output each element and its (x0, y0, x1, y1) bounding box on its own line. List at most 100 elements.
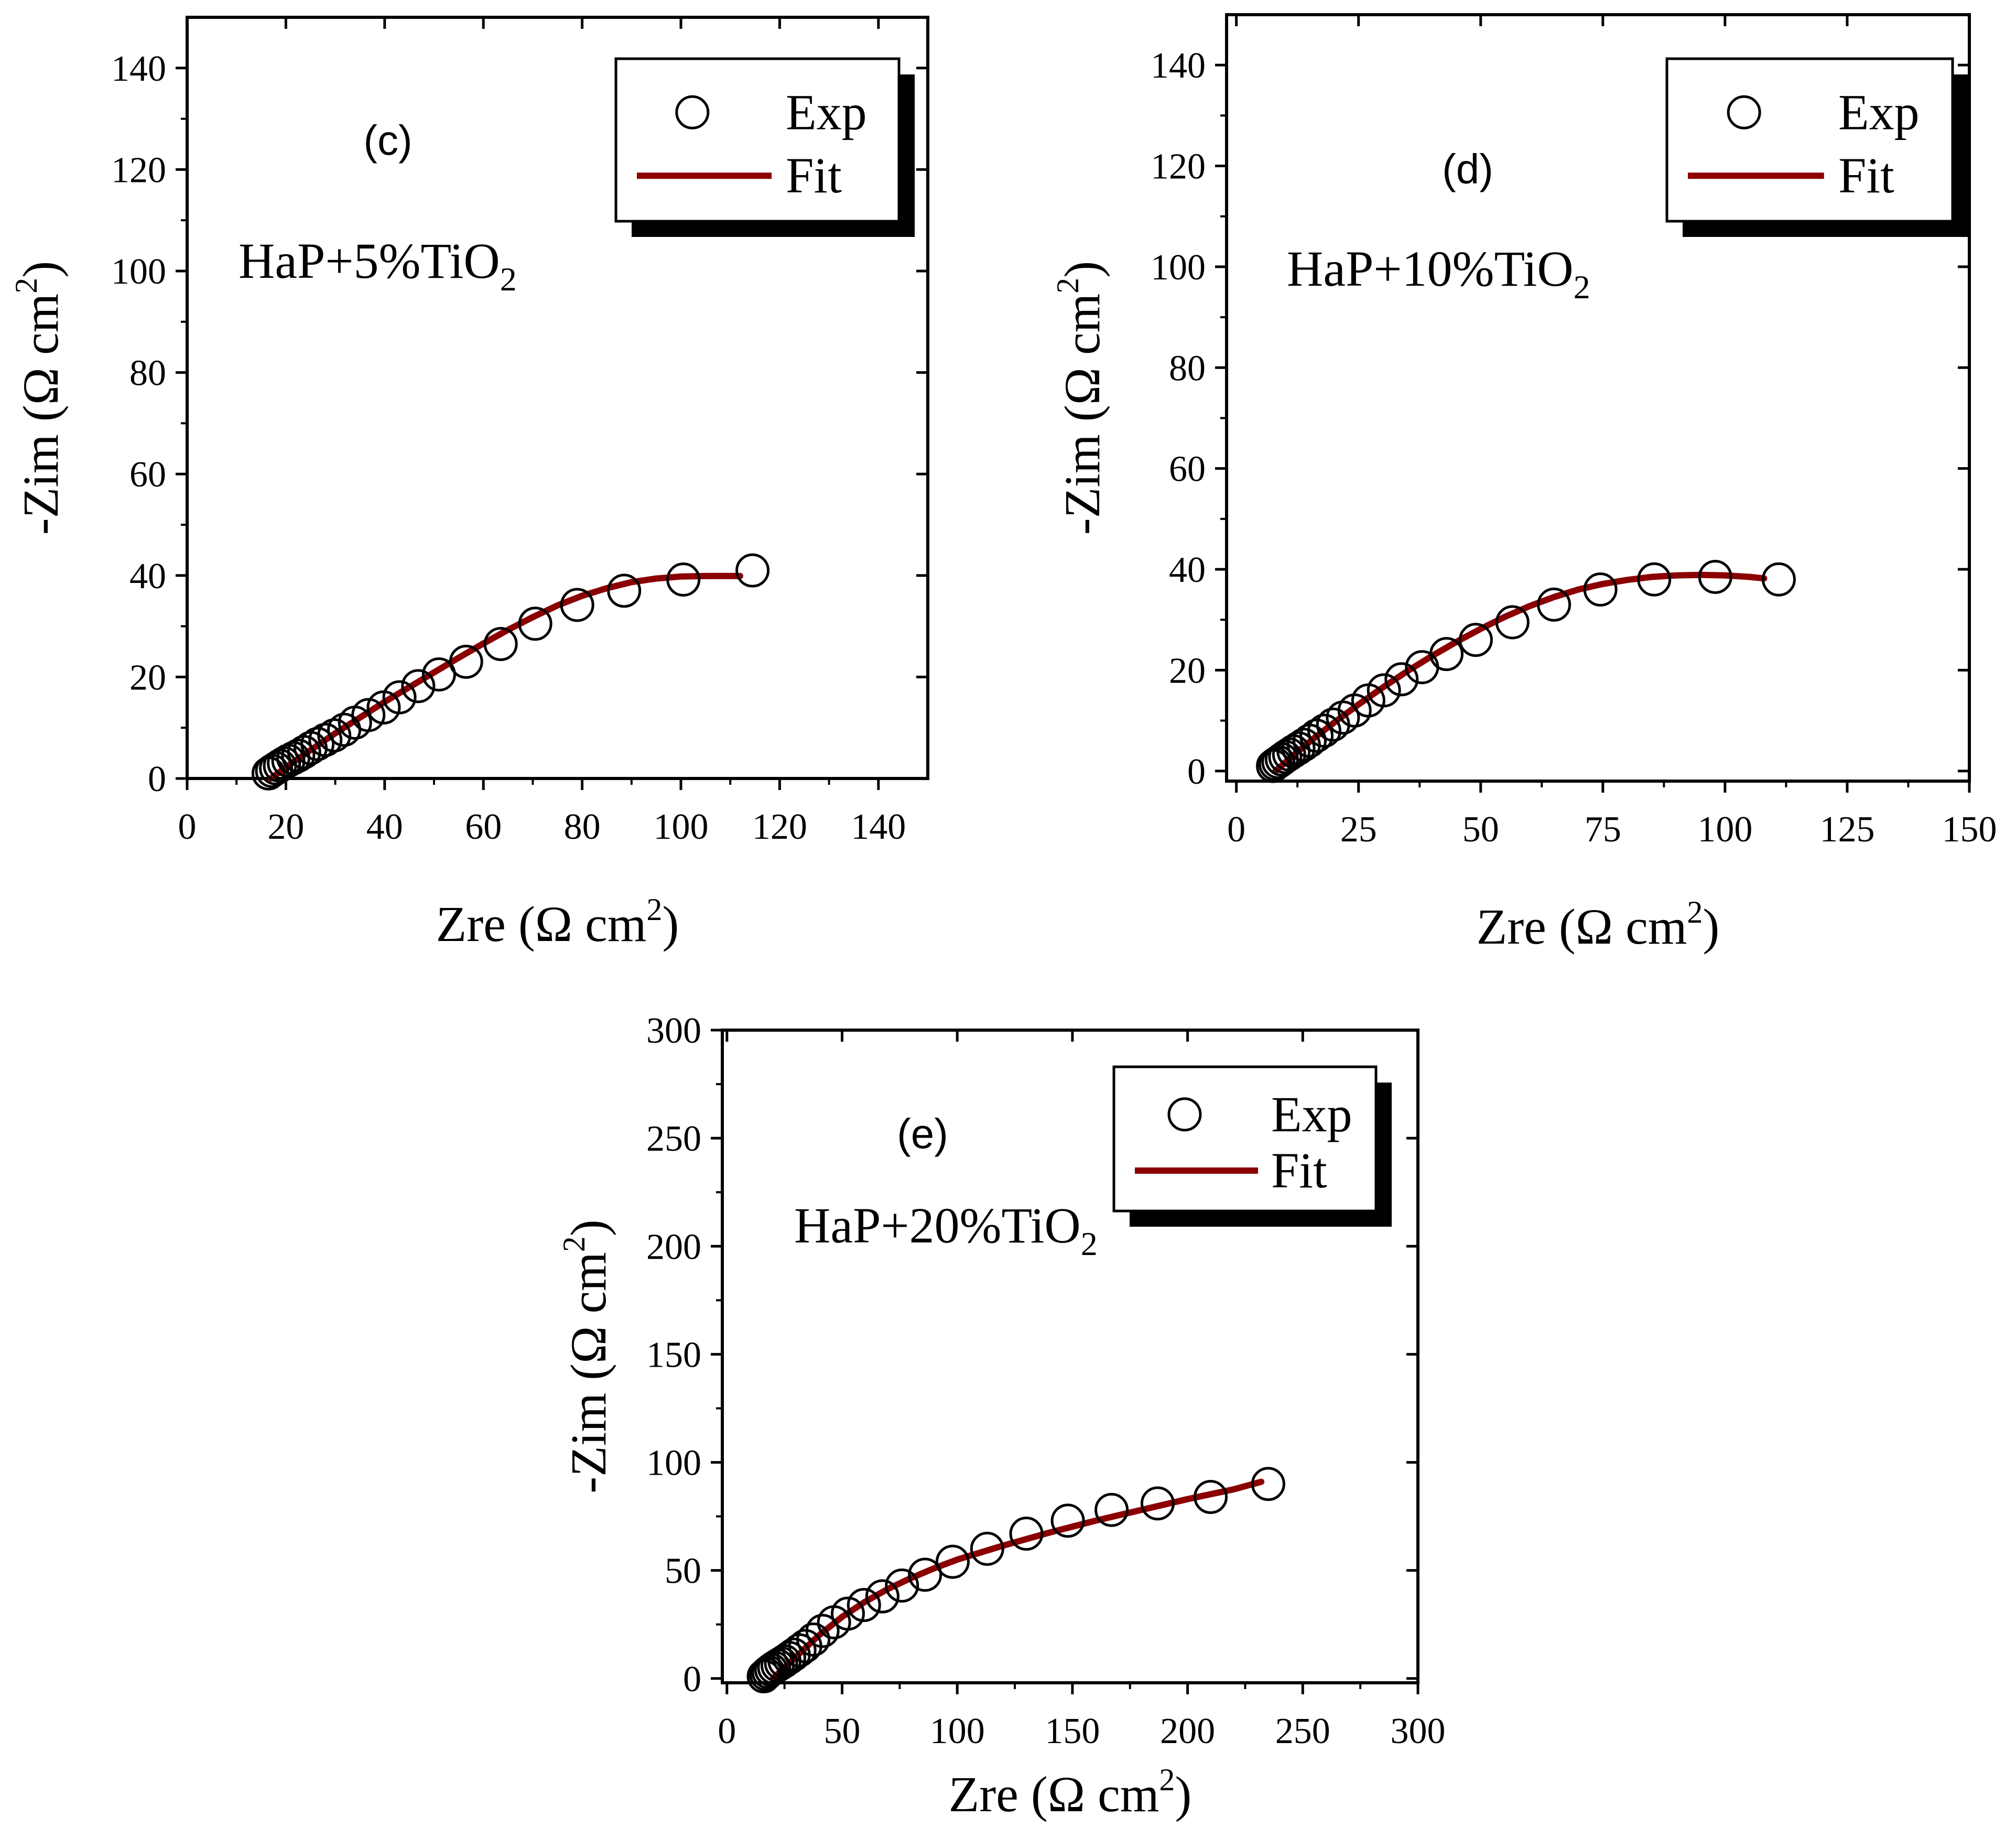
legend-exp-marker (675, 95, 710, 129)
plot-frame (186, 16, 929, 780)
exp-point (1367, 673, 1401, 708)
y-axis-title: -Zim (Ω cm2) (9, 261, 69, 535)
x-tick-label: 125 (1819, 809, 1874, 850)
y-tick-label: 0 (148, 759, 166, 799)
y-tick-label: 80 (129, 353, 166, 394)
panel-c: 0 20 40 60 80 100 120 140 0 20 40 60 80 100 120 140 Zre … (9, 16, 929, 952)
legend: Exp Fit (1665, 57, 1968, 237)
exp-point (255, 753, 289, 788)
x-tick-label: 75 (1585, 809, 1621, 850)
x-tick-label: 0 (718, 1711, 736, 1751)
panel-d: 0 25 50 75 100 125 150 0 20 40 60 80 100 120 140 Zre (Ω… (1050, 13, 1997, 955)
exp-point (830, 1596, 865, 1631)
y-tick-label: 250 (646, 1119, 701, 1159)
exp-point (1251, 1467, 1285, 1501)
exp-point (560, 588, 594, 622)
sample-label: HaP+10%TiO2 (1287, 241, 1590, 306)
y-tick-label: 300 (646, 1011, 701, 1051)
exp-point (1761, 562, 1796, 597)
legend-fit-label: Fit (786, 147, 842, 203)
sample-label: HaP+5%TiO2 (239, 233, 517, 298)
x-tick-label: 80 (564, 807, 601, 847)
x-tick-label: 0 (178, 807, 197, 847)
x-tick-label: 60 (465, 807, 502, 847)
y-axis-title: -Zim (Ω cm2) (1050, 261, 1110, 535)
x-tick-label: 20 (267, 807, 304, 847)
exp-point (1637, 562, 1672, 597)
exp-point (1299, 718, 1334, 753)
sample-label: HaP+20%TiO2 (794, 1197, 1098, 1262)
exp-point (1495, 605, 1530, 640)
exp-point (1140, 1486, 1175, 1521)
exp-point (666, 563, 701, 597)
exp-point (483, 626, 518, 661)
panel-e: 0 50 100 150 200 250 300 0 50 100 150 200 250 300 Zre … (557, 1011, 1446, 1822)
x-tick-label: 100 (654, 807, 709, 847)
exp-point (1429, 637, 1464, 672)
exp-point (401, 669, 436, 704)
y-axis-title: -Zim (Ω cm2) (557, 1219, 616, 1494)
exp-point (847, 1588, 881, 1623)
x-tick-label: 300 (1391, 1711, 1446, 1751)
exp-point (1307, 713, 1341, 748)
exp-point (1537, 587, 1571, 622)
y-tick-label: 50 (665, 1551, 701, 1592)
x-tick-label: 150 (1045, 1711, 1100, 1751)
exp-point (1050, 1503, 1085, 1538)
x-tick-label: 120 (752, 807, 807, 847)
x-tick-label: 250 (1275, 1711, 1330, 1751)
exp-point (908, 1557, 942, 1592)
exp-point (885, 1568, 919, 1603)
y-tick-label: 60 (129, 455, 166, 495)
legend-fit-label: Fit (1838, 147, 1894, 203)
legend-exp-marker (1727, 95, 1761, 129)
y-tick-label: 100 (1151, 247, 1206, 288)
y-tick-label: 0 (1187, 752, 1206, 792)
exp-point (865, 1579, 899, 1614)
y-tick-label: 200 (646, 1227, 701, 1267)
exp-point (308, 722, 343, 757)
x-tick-label: 100 (930, 1711, 985, 1751)
y-tick-label: 140 (1151, 46, 1206, 86)
exp-point (796, 1623, 831, 1657)
x-tick-label: 40 (366, 807, 403, 847)
plot-frame (1225, 13, 1971, 783)
y-tick-label: 150 (646, 1335, 701, 1375)
exp-point (1281, 731, 1316, 765)
x-tick-label: 50 (1462, 809, 1499, 850)
exp-point (735, 553, 770, 588)
exp-point (1384, 662, 1419, 697)
y-tick-label: 20 (129, 657, 166, 698)
x-axis-title: Zre (Ω cm2) (949, 1762, 1192, 1822)
y-tick-label: 100 (646, 1443, 701, 1484)
x-tick-label: 0 (1227, 809, 1245, 850)
x-axis-title: Zre (Ω cm2) (436, 892, 679, 952)
legend-fit-label: Fit (1271, 1142, 1327, 1198)
legend-exp-label: Exp (1838, 84, 1920, 140)
plot-frame (721, 1029, 1419, 1684)
y-tick-label: 40 (129, 556, 166, 597)
exp-point (1194, 1479, 1228, 1514)
legend: Exp Fit (614, 57, 915, 237)
panel-tag: (c) (363, 117, 412, 164)
x-tick-label: 200 (1160, 1711, 1215, 1751)
y-tick-label: 0 (683, 1659, 701, 1700)
exp-point (1094, 1492, 1129, 1527)
y-tick-label: 60 (1169, 449, 1206, 490)
panel-tag: (e) (897, 1110, 948, 1157)
legend-box (1665, 57, 1954, 223)
legend-box (614, 57, 901, 223)
exp-point (421, 657, 456, 692)
y-tick-label: 120 (111, 150, 166, 190)
legend-exp-label: Exp (786, 84, 867, 140)
exp-point (1458, 623, 1493, 657)
legend-exp-marker (1167, 1097, 1202, 1132)
x-tick-label: 140 (851, 807, 906, 847)
exp-point (300, 727, 335, 761)
exp-point (970, 1531, 1004, 1566)
y-tick-label: 80 (1169, 348, 1206, 388)
x-tick-label: 50 (823, 1711, 860, 1751)
panel-tag: (d) (1442, 146, 1493, 192)
